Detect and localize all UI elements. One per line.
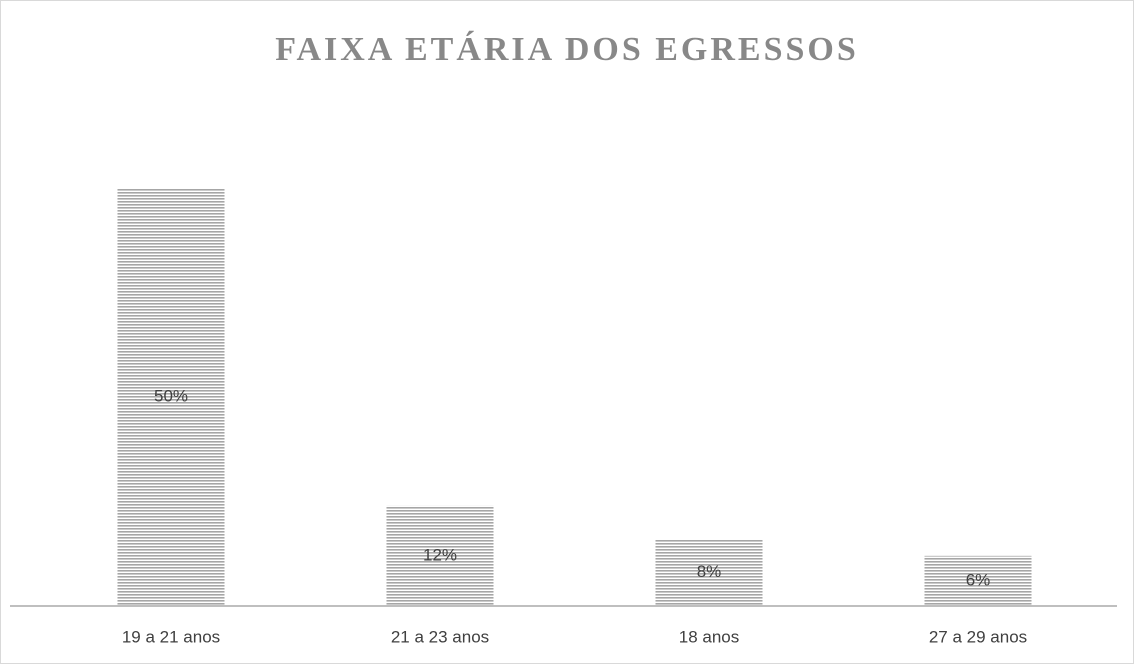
data-label: 50% bbox=[154, 386, 188, 405]
bar bbox=[924, 555, 1032, 606]
bar bbox=[117, 188, 225, 606]
chart-title: FAIXA ETÁRIA DOS EGRESSOS bbox=[275, 31, 859, 68]
x-tick-label: 18 anos bbox=[679, 627, 740, 646]
x-tick-label: 27 a 29 anos bbox=[929, 627, 1027, 646]
bar bbox=[655, 539, 763, 606]
bar bbox=[386, 505, 494, 606]
data-label: 6% bbox=[966, 570, 991, 589]
x-tick-label: 19 a 21 anos bbox=[122, 627, 220, 646]
x-tick-label: 21 a 23 anos bbox=[391, 627, 489, 646]
data-label: 8% bbox=[697, 562, 722, 581]
data-label: 12% bbox=[423, 545, 457, 564]
